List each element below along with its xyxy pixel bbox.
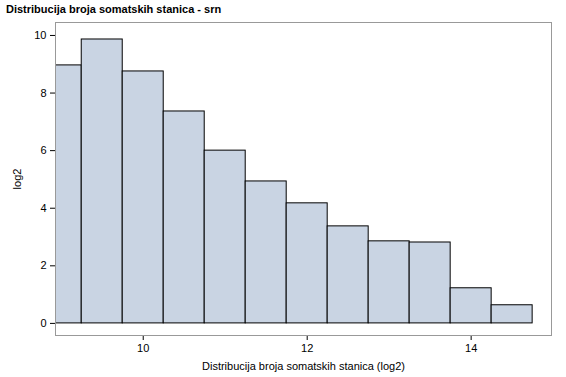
- svg-text:10: 10: [137, 342, 149, 354]
- svg-text:2: 2: [40, 259, 46, 271]
- svg-text:6: 6: [40, 144, 46, 156]
- svg-text:4: 4: [40, 202, 46, 214]
- svg-text:0: 0: [40, 317, 46, 329]
- svg-text:Distribucija broja somatskih s: Distribucija broja somatskih stanica (lo…: [202, 360, 405, 372]
- svg-text:log2: log2: [11, 169, 23, 190]
- svg-text:12: 12: [301, 342, 313, 354]
- html-text:Distribucija broja somatskih s: Distribucija broja somatskih stanica - s…: [6, 3, 222, 15]
- svg-text:8: 8: [40, 87, 46, 99]
- svg-text:14: 14: [465, 342, 477, 354]
- svg-text:10: 10: [34, 29, 46, 41]
